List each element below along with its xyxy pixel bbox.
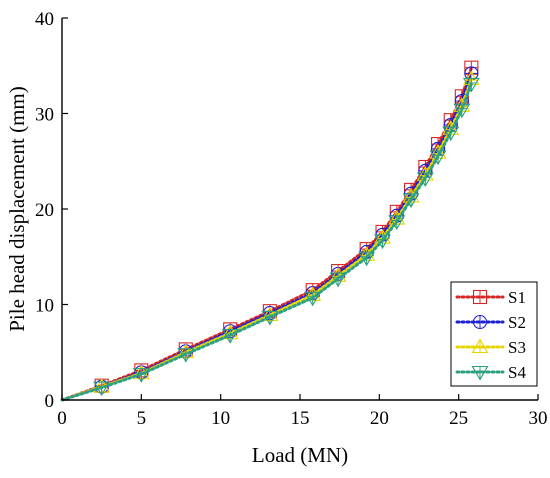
ticks: 0 5 10 15 20 25 30 0 10 20 30 40 bbox=[35, 9, 548, 429]
data-point-S4 bbox=[416, 172, 434, 188]
x-tick-label: 0 bbox=[57, 408, 67, 429]
data-point-S4 bbox=[261, 310, 279, 326]
data-point-S4 bbox=[304, 291, 322, 307]
data-point-S4 bbox=[442, 126, 460, 142]
data-point-S4 bbox=[358, 251, 376, 267]
legend-swatch-marker bbox=[472, 314, 488, 330]
x-tick-label: 10 bbox=[211, 408, 230, 429]
data-point-S4 bbox=[132, 368, 150, 383]
x-axis-title: Load (MN) bbox=[252, 443, 348, 467]
legend-label: S2 bbox=[508, 313, 526, 332]
data-point-S4 bbox=[221, 329, 239, 344]
legend-swatch-marker bbox=[471, 365, 489, 381]
legend-item: S3 bbox=[455, 338, 526, 357]
x-tick-label: 5 bbox=[137, 408, 147, 429]
legend-box bbox=[450, 281, 538, 387]
legend: S1 S2 S3 S4 bbox=[450, 281, 538, 387]
legend-label: S3 bbox=[508, 338, 526, 357]
data-point-S4 bbox=[374, 234, 391, 250]
series-S3 bbox=[60, 70, 480, 402]
series-line-S2 bbox=[60, 71, 473, 402]
legend-swatch-marker bbox=[472, 289, 488, 305]
y-tick-label: 10 bbox=[35, 296, 54, 317]
data-point-S4 bbox=[462, 77, 480, 93]
data-point-S4 bbox=[177, 348, 195, 363]
x-tick-label: 30 bbox=[529, 408, 548, 429]
y-tick-label: 40 bbox=[35, 9, 54, 30]
legend-label: S1 bbox=[508, 288, 526, 307]
data-point-S4 bbox=[388, 215, 406, 231]
legend-item: S4 bbox=[455, 363, 526, 382]
y-tick-label: 20 bbox=[35, 200, 54, 221]
x-tick-label: 20 bbox=[370, 408, 389, 429]
x-tick-label: 15 bbox=[291, 408, 310, 429]
legend-item: S2 bbox=[455, 313, 526, 332]
plot-area bbox=[60, 60, 480, 402]
data-point-S4 bbox=[453, 103, 471, 119]
data-point-S4 bbox=[429, 150, 447, 166]
x-tick-label: 25 bbox=[449, 408, 468, 429]
series-S4 bbox=[60, 77, 480, 402]
y-tick-label: 30 bbox=[35, 105, 54, 126]
series-line-S4 bbox=[60, 82, 473, 402]
legend-label: S4 bbox=[508, 363, 526, 382]
series-S2 bbox=[60, 66, 479, 402]
data-point-S4 bbox=[93, 381, 111, 397]
data-point-S4 bbox=[329, 272, 347, 288]
series-line-S1 bbox=[60, 66, 473, 402]
y-tick-label: 0 bbox=[45, 391, 55, 412]
series-line-S3 bbox=[60, 77, 473, 402]
data-point-S4 bbox=[402, 193, 420, 209]
y-axis-title: Pile head displacement (mm) bbox=[5, 86, 29, 332]
legend-item: S1 bbox=[455, 288, 526, 307]
legend-swatch-marker bbox=[471, 338, 489, 354]
series-S1 bbox=[60, 60, 479, 402]
